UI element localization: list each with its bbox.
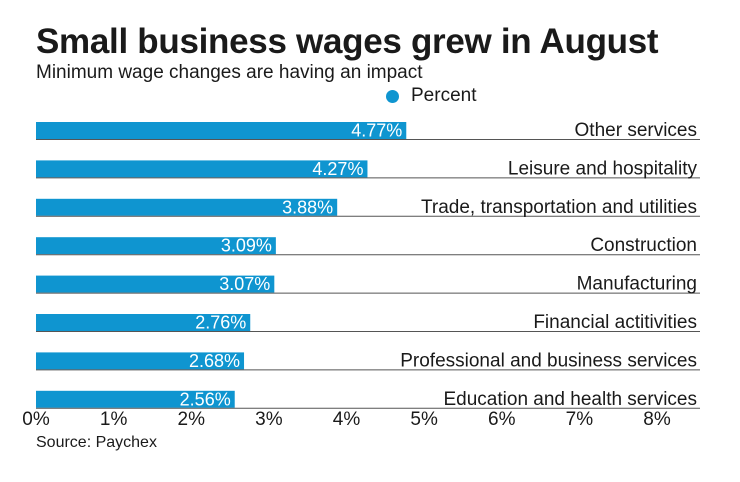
chart-subtitle: Minimum wage changes are having an impac… — [36, 62, 423, 83]
bar — [36, 275, 275, 293]
category-label: Manufacturing — [577, 274, 697, 295]
legend-label: Percent — [411, 85, 477, 106]
x-tick-label: 0% — [22, 409, 50, 430]
chart-title: Small business wages grew in August — [36, 22, 659, 61]
bar-row: 2.56% Education and health services — [36, 389, 700, 410]
bar-value-label: 4.27% — [312, 159, 363, 179]
bar-row: 2.68% Professional and business services — [36, 350, 700, 371]
bar-value-label: 3.88% — [282, 197, 333, 217]
bar — [36, 122, 407, 139]
bar — [36, 390, 235, 408]
bar-value-label: 2.68% — [189, 351, 240, 371]
bar-value-label: 4.77% — [351, 121, 402, 141]
category-label: Construction — [590, 235, 697, 256]
legend-swatch — [386, 89, 399, 103]
category-label: Leisure and hospitality — [508, 158, 698, 179]
legend: Percent — [386, 85, 476, 107]
category-label: Trade, transportation and utilities — [421, 197, 697, 218]
bar-value-label: 2.56% — [180, 389, 231, 409]
x-tick-label: 7% — [566, 409, 594, 430]
bar — [36, 237, 276, 255]
bar-value-label: 3.07% — [219, 274, 270, 294]
bar-value-label: 3.09% — [221, 236, 272, 256]
bar-value-label: 2.76% — [195, 313, 246, 333]
bar-row: 4.77% Other services — [36, 120, 700, 141]
x-tick-label: 4% — [333, 409, 361, 430]
category-label: Other services — [575, 120, 697, 141]
bars-layer: 4.77% Other services 4.27% Leisure and hosp… — [36, 120, 700, 410]
bar-row: 3.88% Trade, transportation and utilities — [36, 197, 700, 218]
x-tick-label: 3% — [255, 409, 283, 430]
x-tick-label: 8% — [643, 409, 671, 430]
x-tick-label: 1% — [100, 409, 128, 430]
bar — [36, 314, 251, 331]
category-label: Financial actitivities — [533, 312, 697, 333]
bar-chart: 4.77% Other services 4.27% Leisure and hosp… — [22, 120, 700, 430]
category-label: Education and health services — [444, 389, 698, 410]
bar-row: 4.27% Leisure and hospitality — [36, 158, 700, 179]
x-tick-label: 5% — [410, 409, 438, 430]
bar — [36, 198, 338, 216]
x-tick-label: 6% — [488, 409, 516, 430]
bar-row: 3.09% Construction — [36, 235, 700, 256]
category-label: Professional and business services — [400, 350, 697, 371]
x-axis-ticks: 0% 1% 2% 3% 4% 5% 6% 7% 8% — [22, 409, 671, 430]
bar-row: 2.76% Financial actitivities — [36, 312, 700, 333]
bar — [36, 352, 245, 370]
bar-row: 3.07% Manufacturing — [36, 274, 700, 295]
bar — [36, 160, 368, 178]
source-note: Source: Paychex — [36, 434, 157, 451]
x-tick-label: 2% — [178, 409, 206, 430]
